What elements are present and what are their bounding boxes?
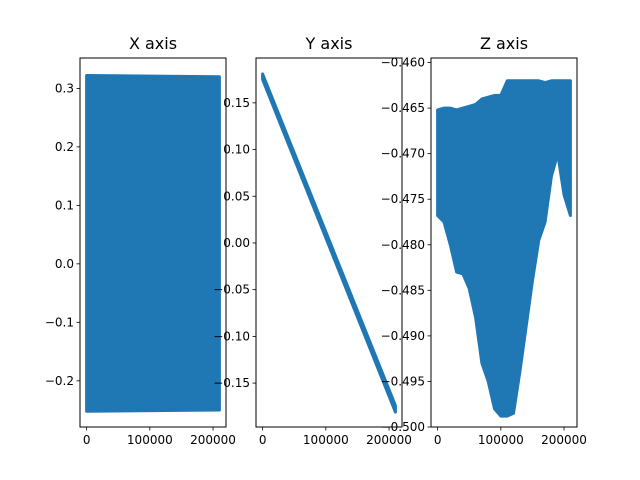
y-tick-label: 0.3 <box>55 81 74 95</box>
series-line <box>85 74 221 413</box>
x-tick-label: 100000 <box>478 433 524 447</box>
y-tick-label: 0.05 <box>223 189 250 203</box>
axes-frame <box>430 57 578 428</box>
y-tick-label: −0.480 <box>381 238 425 252</box>
y-tick-label: 0.0 <box>55 257 74 271</box>
y-tick-label: −0.465 <box>381 101 425 115</box>
x-tick-label: 0 <box>259 433 267 447</box>
series-line <box>261 72 397 414</box>
y-tick-label: −0.460 <box>381 56 425 70</box>
subplot-y-axis: 0 100000 200000 −0.15 −0.10 −0.05 0.00 0.05 0.10… <box>213 34 412 447</box>
y-tick-label: 0.00 <box>223 236 250 250</box>
axes-frame <box>79 57 227 428</box>
subplot-title: Y axis <box>305 34 353 53</box>
y-tick-label: 0.2 <box>55 140 74 154</box>
series-line <box>436 79 572 418</box>
y-tick-label: −0.490 <box>381 329 425 343</box>
x-tick-label: 100000 <box>303 433 349 447</box>
y-tick-label: −0.1 <box>45 315 74 329</box>
y-tick-label: −0.05 <box>213 283 250 297</box>
y-tick-label: 0.1 <box>55 198 74 212</box>
y-tick-label: 0.15 <box>223 96 250 110</box>
y-tick-label: −0.15 <box>213 376 250 390</box>
y-tick-label: −0.485 <box>381 283 425 297</box>
y-tick-label: −0.10 <box>213 329 250 343</box>
subplot-title: Z axis <box>480 34 528 53</box>
x-tick-label: 200000 <box>190 433 236 447</box>
subplots: 0 100000 200000−0.2−0.10.00.10.20.3X axis0… <box>45 34 587 447</box>
x-tick-label: 200000 <box>366 433 412 447</box>
x-tick-label: 200000 <box>541 433 587 447</box>
axes-frame <box>255 57 403 428</box>
y-tick-label: −0.495 <box>381 374 425 388</box>
y-tick-label: −0.470 <box>381 147 425 161</box>
subplot-z-axis: 0 100000 200000 −0.500 −0.495 −0.490 −0.485 −0.… <box>381 34 587 447</box>
x-tick-label: 100000 <box>127 433 173 447</box>
y-tick-label: −0.475 <box>381 192 425 206</box>
x-tick-label: 0 <box>434 433 442 447</box>
y-tick-label: −0.500 <box>381 420 425 434</box>
subplot-x-axis: 0 100000 200000 −0.2 −0.1 0.0 0.1 0.2 0.3 X axis <box>45 34 236 447</box>
subplot-title: X axis <box>129 34 177 53</box>
y-tick-label: 0.10 <box>223 143 250 157</box>
y-tick-label: −0.2 <box>45 374 74 388</box>
x-tick-label: 0 <box>83 433 91 447</box>
